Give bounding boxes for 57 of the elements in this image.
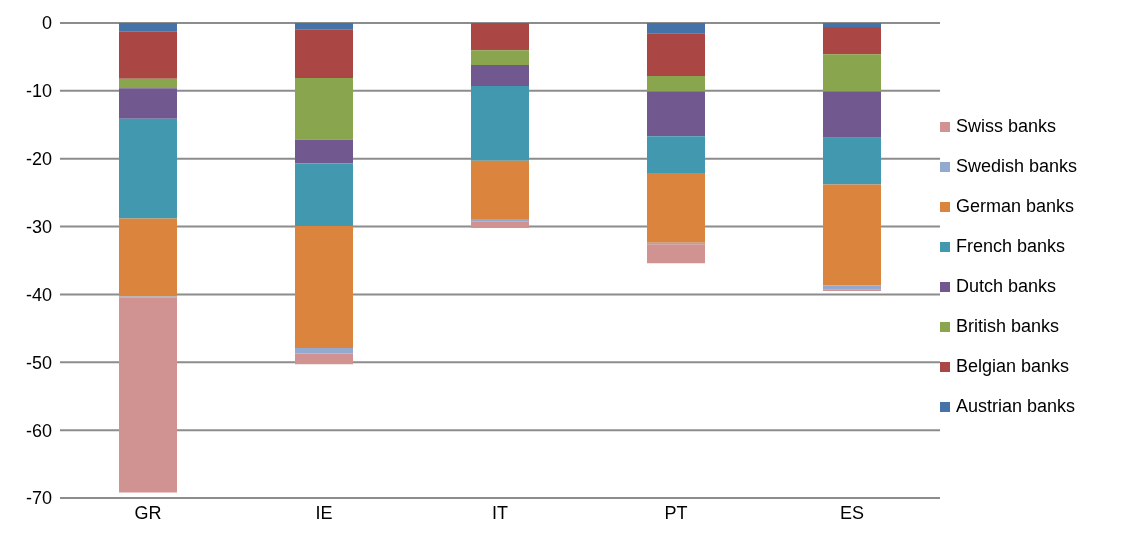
x-tick-label: IT [492,502,508,523]
bar [823,54,881,92]
bar [295,29,353,78]
bar [647,136,705,173]
legend-label: British banks [956,316,1060,337]
bar [295,77,353,140]
bar [295,139,353,164]
y-tick-label: -10 [25,81,52,102]
y-tick-label: 0 [41,13,52,34]
legend-label: French banks [956,236,1066,257]
bar [647,33,705,76]
bar [119,23,177,32]
bar [295,348,353,354]
legend-label: Swiss banks [956,116,1057,137]
bar [647,172,705,243]
y-tick-label: -60 [25,420,52,441]
bar [295,353,353,365]
legend-label: Austrian banks [956,396,1076,417]
bar [119,31,177,79]
bar [471,65,529,87]
bar [119,297,177,493]
y-tick-label: -20 [25,149,52,170]
bar [823,285,881,290]
bar [119,78,177,89]
bar [823,23,881,28]
bar [471,221,529,228]
bar [647,23,705,34]
x-tick-label: ES [839,502,865,523]
bar [119,88,177,119]
bar [471,23,529,51]
legend-label: Belgian banks [956,356,1070,377]
bar [471,86,529,161]
legend-label: Swedish banks [956,156,1078,177]
bar [823,91,881,138]
legend-label: Dutch banks [956,276,1057,297]
legend-label: German banks [956,196,1075,217]
bar [471,50,529,66]
x-tick-label: PT [664,502,688,523]
bar [471,219,529,222]
bar [647,75,705,92]
y-tick-label: -50 [25,352,52,373]
bar [471,160,529,220]
x-tick-label: IE [315,502,333,523]
bar [823,184,881,286]
y-tick-label: -40 [25,284,52,305]
y-tick-label: -30 [25,216,52,237]
bar [647,91,705,137]
bar [295,225,353,349]
bar [119,218,177,297]
bar [823,137,881,185]
x-tick-label: GR [134,502,162,523]
bar [295,163,353,226]
bar [295,23,353,30]
bar [647,244,705,264]
y-tick-label: -70 [25,488,52,509]
bar [823,27,881,55]
bar [119,118,177,219]
